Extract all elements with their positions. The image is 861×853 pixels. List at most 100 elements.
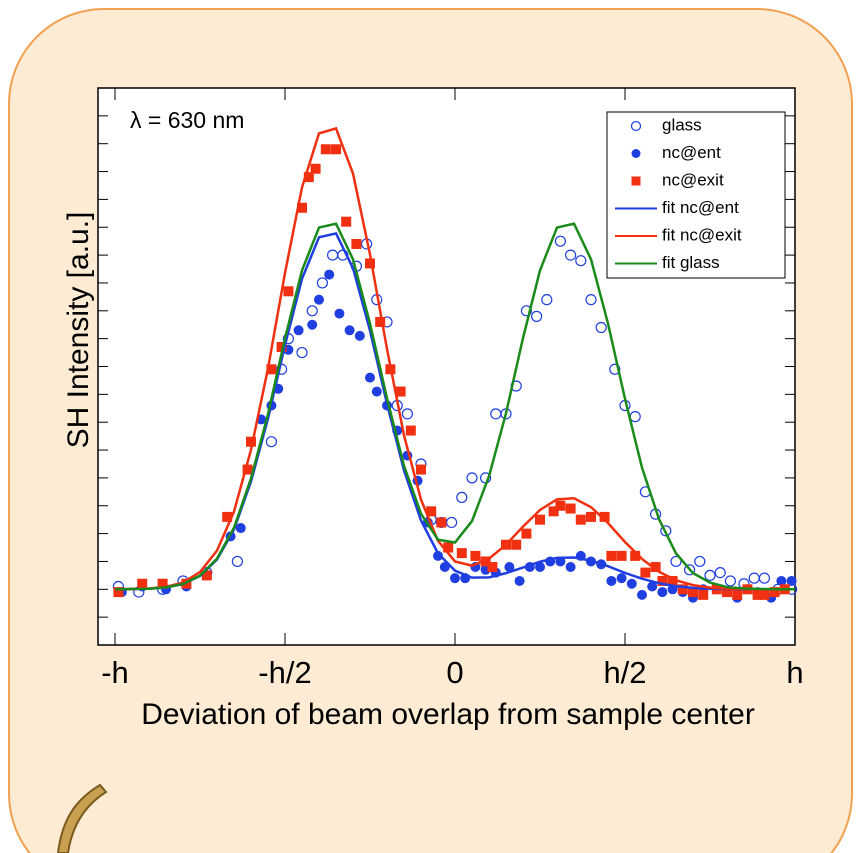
marker-square [375, 316, 386, 327]
marker-open-circle [670, 555, 682, 568]
marker-square [246, 436, 256, 447]
marker-square [436, 517, 447, 528]
marker-square [201, 570, 212, 581]
marker-open-circle [265, 436, 277, 448]
marker-circle [293, 325, 304, 336]
marker-open-circle [564, 249, 577, 261]
marker-circle [324, 269, 335, 280]
marker-circle [433, 550, 443, 561]
marker-circle [565, 562, 576, 573]
marker-circle [647, 581, 658, 592]
marker-circle [626, 578, 637, 589]
marker-circle [235, 523, 246, 534]
marker-square [769, 587, 780, 598]
marker-square [650, 562, 661, 573]
marker-square [456, 548, 467, 559]
marker-square [698, 589, 709, 600]
marker-square [310, 163, 321, 174]
marker-circle [606, 575, 617, 586]
marker-square [266, 364, 277, 375]
marker-circle [365, 372, 375, 383]
marker-circle [631, 149, 641, 158]
x-tick-label: -h [101, 655, 129, 690]
marker-open-circle [456, 491, 468, 503]
marker-circle [535, 562, 545, 573]
marker-open-circle [683, 564, 696, 576]
marker-open-circle [530, 310, 543, 322]
legend-label: fit nc@exit [662, 225, 742, 244]
legend [606, 111, 786, 279]
fit-line [114, 126, 795, 591]
marker-open-circle [660, 525, 672, 537]
marker-open-circle [541, 294, 553, 306]
marker-open-circle [306, 305, 318, 317]
marker-circle [616, 573, 627, 584]
marker-square [276, 342, 287, 353]
legend-label: nc@exit [662, 170, 724, 189]
x-tick-label: 0 [446, 655, 463, 690]
legend-label: glass [662, 115, 702, 134]
marker-square [405, 425, 416, 436]
marker-square [631, 176, 641, 186]
legend-label: fit nc@ent [662, 198, 739, 217]
x-tick-label: h/2 [603, 655, 646, 690]
marker-circle [314, 294, 324, 305]
marker-square [341, 216, 352, 227]
marker-open-circle [704, 569, 716, 581]
x-axis-label: Deviation of beam overlap from sample ce… [141, 698, 755, 731]
marker-square [640, 567, 651, 578]
legend-label: nc@ent [662, 143, 721, 162]
marker-open-circle [466, 472, 478, 484]
marker-square [732, 589, 743, 600]
marker-open-circle [316, 277, 328, 289]
decoration [56, 783, 108, 853]
marker-open-circle [231, 555, 243, 568]
marker-square [555, 500, 566, 511]
marker-circle [504, 562, 515, 573]
marker-square [575, 514, 586, 525]
x-tick-label: h [786, 655, 803, 690]
marker-open-circle [296, 346, 308, 359]
legend-label: fit glass [662, 253, 720, 272]
marker-circle [354, 330, 365, 341]
marker-open-circle [595, 321, 607, 334]
marker-square [113, 587, 124, 598]
marker-square [586, 511, 596, 522]
marker-square [511, 539, 522, 550]
marker-square [351, 238, 362, 249]
marker-open-circle [714, 566, 726, 579]
marker-open-circle [609, 363, 621, 375]
marker-circle [657, 587, 668, 598]
marker-square [137, 578, 148, 589]
marker-square [521, 528, 532, 539]
marker-circle [334, 308, 345, 319]
marker-circle [637, 589, 647, 600]
marker-circle [514, 575, 525, 586]
marker-square [616, 550, 627, 561]
marker-square [426, 506, 437, 517]
marker-open-circle [585, 294, 597, 306]
marker-square [470, 550, 481, 561]
marker-square [722, 587, 732, 598]
x-tick-label: -h/2 [258, 655, 311, 690]
annotation: λ = 630 nm [130, 107, 244, 133]
marker-square [606, 550, 617, 561]
marker-square [565, 503, 576, 514]
marker-square [283, 286, 294, 297]
marker-square [667, 575, 678, 586]
marker-square [630, 550, 641, 561]
marker-square [222, 511, 233, 522]
marker-open-circle [630, 120, 642, 132]
marker-open-circle [520, 305, 533, 317]
fit-line [114, 222, 795, 591]
marker-square [395, 386, 406, 397]
marker-circle [371, 386, 382, 397]
marker-open-circle [758, 572, 771, 584]
marker-square [297, 202, 307, 213]
marker-circle [786, 575, 797, 586]
marker-circle [344, 325, 355, 336]
marker-square [157, 578, 168, 589]
marker-circle [776, 575, 787, 586]
marker-square [365, 258, 375, 269]
marker-square [599, 511, 610, 522]
